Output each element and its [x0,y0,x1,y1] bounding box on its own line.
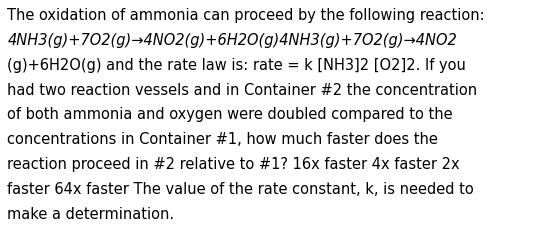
Text: reaction proceed in #2 relative to #1? 16x faster 4x faster 2x: reaction proceed in #2 relative to #1? 1… [7,156,460,171]
Text: concentrations in Container #1, how much faster does the: concentrations in Container #1, how much… [7,132,438,147]
Text: had two reaction vessels and in Container #2 the concentration: had two reaction vessels and in Containe… [7,82,478,97]
Text: The oxidation of ammonia can proceed by the following reaction:: The oxidation of ammonia can proceed by … [7,8,485,23]
Text: faster 64x faster The value of the rate constant, k, is needed to: faster 64x faster The value of the rate … [7,181,474,196]
Text: of both ammonia and oxygen were doubled compared to the: of both ammonia and oxygen were doubled … [7,107,453,122]
Text: make a determination.: make a determination. [7,206,175,221]
Text: (g)+6H2O(g) and the rate law is: rate = k [NH3]2 [O2]2. If you: (g)+6H2O(g) and the rate law is: rate = … [7,57,466,72]
Text: 4NH3(g)+7O2(g)→4NO2(g)+6H2O(g)4NH3(g)+7O2(g)→4NO2: 4NH3(g)+7O2(g)→4NO2(g)+6H2O(g)4NH3(g)+7O… [7,33,457,48]
